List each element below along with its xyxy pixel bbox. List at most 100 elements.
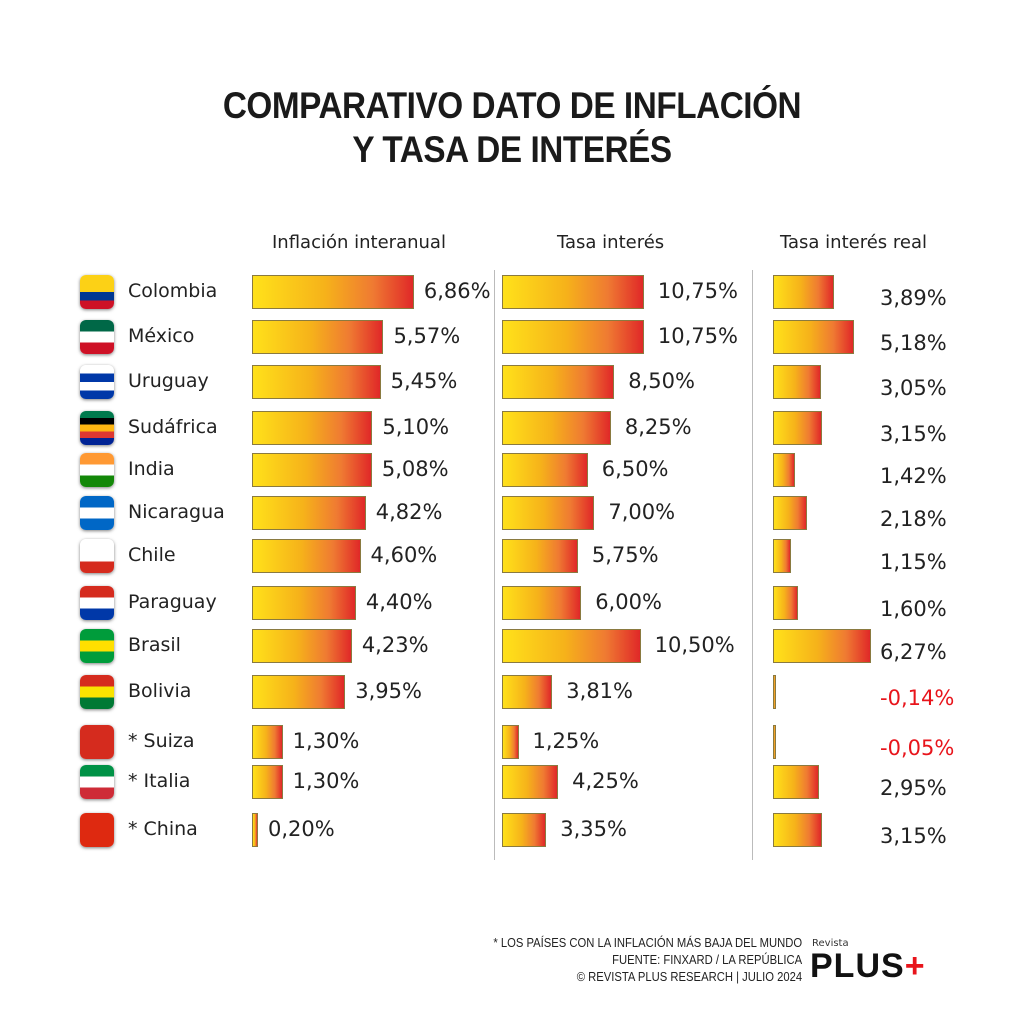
bar [252, 539, 361, 573]
data-label: 10,75% [657, 279, 738, 303]
header-tasa: Tasa interés [557, 232, 665, 253]
bar [502, 629, 641, 663]
country-label: Uruguay [128, 370, 209, 392]
bar [773, 813, 823, 847]
bar [773, 496, 807, 530]
flag-icon [80, 539, 114, 573]
data-label: 5,75% [591, 543, 659, 567]
flag-icon [80, 365, 114, 399]
bar [252, 586, 356, 620]
bar [252, 725, 283, 759]
data-label: 5,45% [390, 369, 458, 393]
bar [502, 411, 611, 445]
footer-credit: © REVISTA PLUS RESEARCH | JULIO 2024 [576, 970, 802, 984]
flag-icon [80, 320, 114, 354]
bar [252, 813, 258, 847]
data-label: 3,15% [880, 422, 947, 446]
column-divider [752, 270, 753, 860]
bar [252, 765, 283, 799]
data-label: 3,05% [880, 376, 947, 400]
country-label: India [128, 458, 175, 480]
bar [773, 675, 776, 709]
flag-icon [80, 765, 114, 799]
data-label: 1,60% [880, 597, 947, 621]
footer-source: FUENTE: FINXARD / LA REPÚBLICA [611, 953, 802, 967]
data-label: 0,20% [268, 817, 335, 841]
data-label: 4,25% [572, 769, 639, 793]
data-label: -0,14% [880, 686, 955, 710]
flag-icon [80, 675, 114, 709]
data-label: 3,15% [880, 824, 947, 848]
bar [773, 586, 798, 620]
bar [502, 496, 595, 530]
flag-icon [80, 813, 114, 847]
data-label: 8,25% [624, 415, 692, 439]
data-label: 7,00% [608, 500, 676, 524]
country-label: Nicaragua [128, 501, 225, 523]
data-label: 5,10% [382, 415, 450, 439]
data-label: 4,23% [361, 633, 429, 657]
data-label: 2,95% [880, 776, 947, 800]
data-label: 3,81% [566, 679, 633, 703]
bar [252, 365, 381, 399]
data-label: 4,60% [370, 543, 438, 567]
bar [502, 725, 519, 759]
bar [252, 675, 346, 709]
bar [252, 453, 372, 487]
flag-icon [80, 275, 114, 309]
logo-small-text: Revista [812, 938, 849, 949]
data-label: 4,40% [365, 590, 433, 614]
data-label: 10,50% [654, 633, 735, 657]
bar [773, 539, 791, 573]
bar [502, 320, 644, 354]
flag-icon [80, 453, 114, 487]
data-label: 1,30% [292, 769, 360, 793]
data-label: 8,50% [628, 369, 695, 393]
country-label: * China [128, 818, 198, 840]
country-label: México [128, 325, 195, 347]
data-label: 10,75% [657, 324, 738, 348]
data-label: 5,57% [393, 324, 461, 348]
footer-note: * LOS PAÍSES CON LA INFLACIÓN MÁS BAJA D… [493, 936, 802, 950]
bar [773, 411, 823, 445]
bar [502, 453, 588, 487]
bar [252, 320, 384, 354]
data-label: 5,08% [381, 457, 449, 481]
bar [252, 629, 352, 663]
bar [252, 496, 366, 530]
bar [773, 629, 871, 663]
data-label: 6,00% [595, 590, 662, 614]
bar [773, 725, 776, 759]
country-label: * Italia [128, 770, 191, 792]
title-line-2: Y TASA DE INTERÉS [352, 129, 672, 170]
chart-title: COMPARATIVO DATO DE INFLACIÓN Y TASA DE … [51, 84, 973, 172]
title-line-1: COMPARATIVO DATO DE INFLACIÓN [222, 85, 802, 126]
bar [252, 411, 373, 445]
logo: PLUS+ [810, 947, 926, 986]
country-label: Chile [128, 544, 176, 566]
column-divider [494, 270, 495, 860]
bar [502, 275, 644, 309]
data-label: 3,89% [880, 286, 947, 310]
flag-icon [80, 411, 114, 445]
bar [502, 365, 615, 399]
country-label: * Suiza [128, 730, 195, 752]
bar [502, 813, 547, 847]
data-label: 3,95% [355, 679, 422, 703]
data-label: 1,25% [532, 729, 600, 753]
header-inflacion: Inflación interanual [272, 232, 446, 253]
data-label: 5,18% [880, 331, 947, 355]
flag-icon [80, 629, 114, 663]
data-label: 4,82% [375, 500, 443, 524]
footer: * LOS PAÍSES CON LA INFLACIÓN MÁS BAJA D… [493, 935, 802, 986]
data-label: 2,18% [880, 507, 947, 531]
data-label: 1,30% [292, 729, 360, 753]
data-label: 6,27% [880, 640, 947, 664]
country-label: Colombia [128, 280, 218, 302]
data-label: 3,35% [560, 817, 627, 841]
bar [502, 586, 582, 620]
country-label: Bolivia [128, 680, 192, 702]
data-label: 1,42% [880, 464, 947, 488]
bar [773, 365, 821, 399]
bar [773, 765, 820, 799]
